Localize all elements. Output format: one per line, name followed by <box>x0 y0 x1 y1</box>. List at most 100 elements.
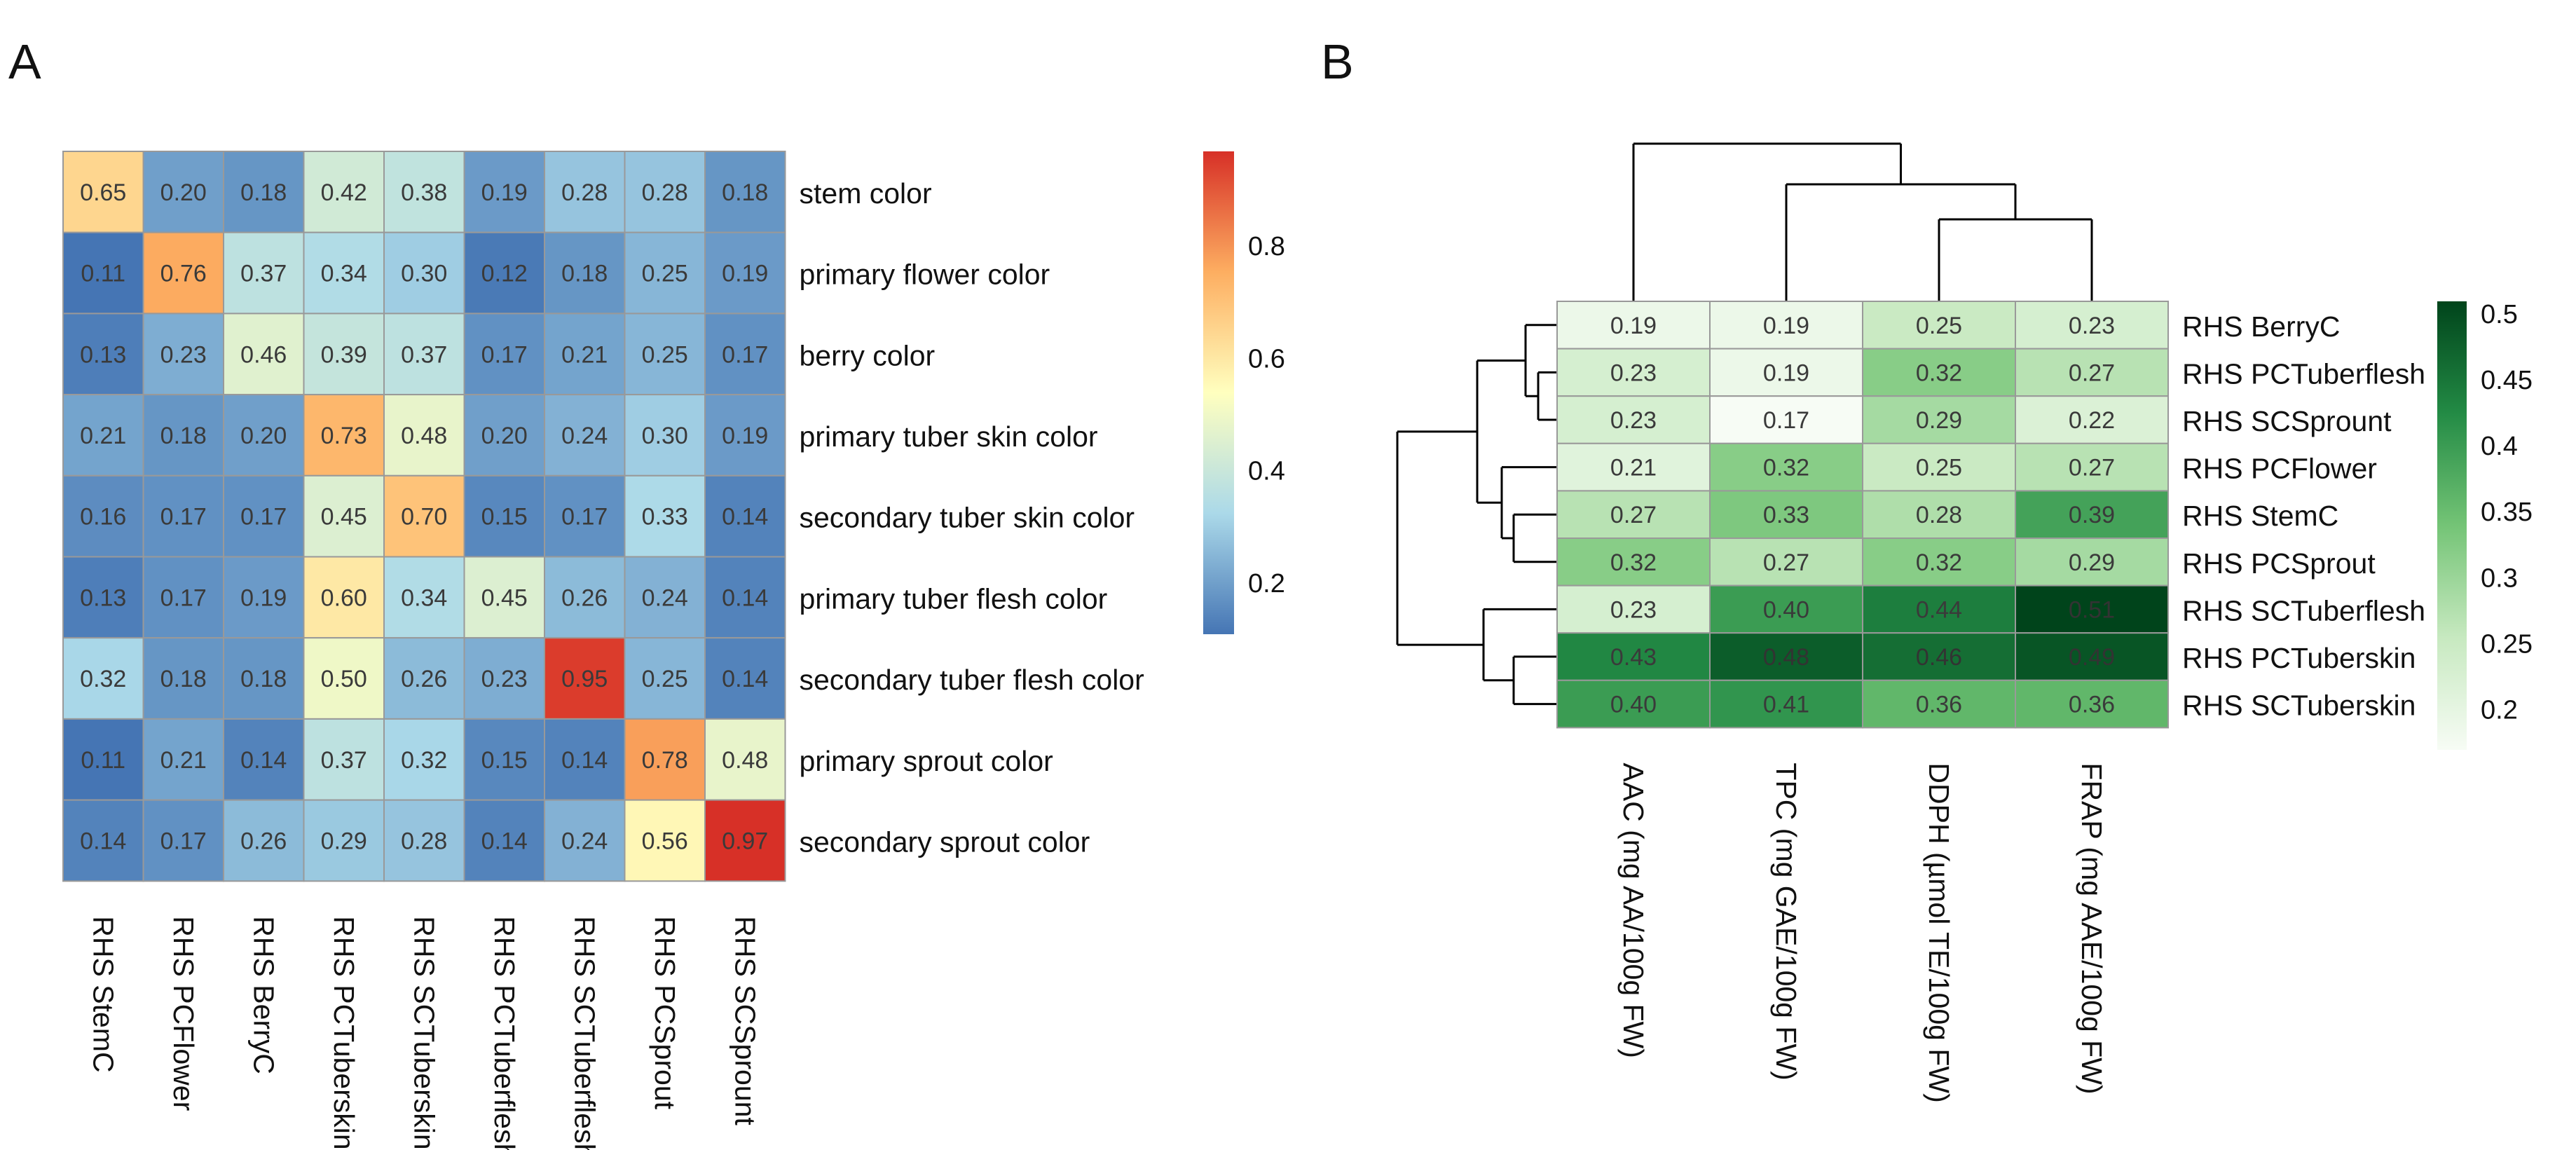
column-label-aac-mg-aa-100g-fw: AAC (mg AA/100g FW) <box>1617 762 1650 1058</box>
heatmap-cell <box>463 474 545 558</box>
cell-value-label: 0.19 <box>722 261 768 287</box>
cell-value-label: 0.32 <box>1763 455 1809 481</box>
cell-value-label: 0.13 <box>80 584 126 611</box>
cell-value-label: 0.37 <box>321 747 367 774</box>
cell-value-label: 0.19 <box>1610 313 1657 339</box>
column-label-rhs-sctuberskin: RHS SCTuberskin <box>408 916 440 1149</box>
cell-value-label: 0.46 <box>1916 644 1962 671</box>
color-scale-bar <box>1203 151 1234 634</box>
cell-value-label: 0.25 <box>642 666 688 692</box>
cell-value-label: 0.27 <box>2069 360 2115 386</box>
heatmap-cell <box>383 231 465 315</box>
heatmap-cell <box>223 474 305 558</box>
color-scale-b: 0.2 0.25 0.3 0.35 0.4 0.45 0.5 <box>2437 300 2533 750</box>
heatmap-cell <box>544 718 626 801</box>
heatmap-cell <box>62 637 144 720</box>
heatmap-cell <box>383 799 465 882</box>
cell-value-label: 0.14 <box>722 666 768 692</box>
cell-value-label: 0.78 <box>642 747 688 774</box>
heatmap-cell <box>223 231 305 315</box>
cell-value-label: 0.15 <box>481 504 528 530</box>
heatmap-cell <box>704 474 786 558</box>
cell-value-label: 0.18 <box>561 261 608 287</box>
cell-value-label: 0.56 <box>642 828 688 854</box>
heatmap-cell <box>624 151 706 233</box>
row-label-rhs-sctuberskin: RHS SCTuberskin <box>2182 690 2416 722</box>
cell-value-label: 0.46 <box>240 341 287 368</box>
heatmap-cell <box>1556 538 1711 587</box>
heatmap-cell <box>463 151 545 233</box>
row-label-rhs-pctuberskin: RHS PCTuberskin <box>2182 642 2416 674</box>
heatmap-cell <box>62 556 144 639</box>
cell-value-label: 0.34 <box>401 584 447 611</box>
heatmap-cell <box>544 474 626 558</box>
color-scale-tick: 0.8 <box>1248 232 1285 261</box>
cell-value-label: 0.14 <box>80 828 126 854</box>
cell-value-label: 0.27 <box>1610 502 1657 528</box>
heatmap-cell <box>62 313 144 396</box>
cell-value-label: 0.22 <box>2069 407 2115 434</box>
heatmap-cell <box>1709 679 1863 729</box>
cell-value-label: 0.28 <box>401 828 447 854</box>
column-label-frap-mg-aae-100g-fw: FRAP (mg AAE/100g FW) <box>2076 762 2108 1094</box>
cell-value-label: 0.44 <box>1916 596 1962 623</box>
cell-value-label: 0.23 <box>2069 313 2115 339</box>
heatmap-cell <box>704 799 786 882</box>
color-scale-tick: 0.45 <box>2481 366 2533 395</box>
color-scale-bar <box>2437 301 2467 750</box>
cell-value-label: 0.45 <box>321 504 367 530</box>
cell-value-label: 0.70 <box>401 504 447 530</box>
heatmap-cell <box>704 718 786 801</box>
heatmap-cell <box>624 231 706 315</box>
cell-value-label: 0.30 <box>401 261 447 287</box>
row-label-primary-flower-color: primary flower color <box>800 259 1050 291</box>
column-label-rhs-pctuberflesh: RHS PCTuberflesh <box>488 916 521 1150</box>
cell-value-label: 0.60 <box>321 584 367 611</box>
cell-value-label: 0.17 <box>240 504 287 530</box>
cell-value-label: 0.51 <box>2069 596 2115 623</box>
row-label-stem-color: stem color <box>800 177 932 210</box>
cell-value-label: 0.21 <box>1610 455 1657 481</box>
cell-value-label: 0.19 <box>1763 313 1809 339</box>
cell-value-label: 0.24 <box>561 828 608 854</box>
cell-value-label: 0.23 <box>1610 407 1657 434</box>
cell-value-label: 0.43 <box>1610 644 1657 671</box>
cell-value-label: 0.32 <box>80 666 126 692</box>
heatmap-cell <box>544 637 626 720</box>
cell-value-label: 0.48 <box>722 747 768 774</box>
cell-value-label: 0.34 <box>321 261 367 287</box>
cell-value-label: 0.97 <box>722 828 768 854</box>
color-scale-tick: 0.4 <box>1248 457 1285 486</box>
heatmap-cell <box>1556 679 1711 729</box>
cell-value-label: 0.32 <box>1916 360 1962 386</box>
cell-value-label: 0.26 <box>561 584 608 611</box>
heatmap-cell <box>1556 395 1711 444</box>
cell-value-label: 0.42 <box>321 179 367 206</box>
cell-value-label: 0.37 <box>240 261 287 287</box>
heatmap-cell <box>62 151 144 233</box>
column-label-rhs-pctuberskin: RHS PCTuberskin <box>328 916 360 1149</box>
row-label-rhs-stemc: RHS StemC <box>2182 500 2338 532</box>
cell-value-label: 0.28 <box>642 179 688 206</box>
cell-value-label: 0.39 <box>321 341 367 368</box>
heatmap-cell <box>463 718 545 801</box>
color-scale-tick: 0.2 <box>2481 696 2518 725</box>
heatmap-cell <box>2015 395 2169 444</box>
cell-value-label: 0.27 <box>1763 549 1809 576</box>
cell-value-label: 0.18 <box>722 179 768 206</box>
heatmap-cell <box>223 151 305 233</box>
heatmap-cell <box>383 556 465 639</box>
color-scale-tick: 0.6 <box>1248 344 1285 374</box>
cell-value-label: 0.28 <box>561 179 608 206</box>
cell-value-label: 0.29 <box>2069 549 2115 576</box>
heatmap-cell <box>142 313 224 396</box>
row-label-secondary-tuber-skin-color: secondary tuber skin color <box>800 502 1135 534</box>
row-label-primary-tuber-skin-color: primary tuber skin color <box>800 420 1098 453</box>
cell-value-label: 0.24 <box>642 584 688 611</box>
heatmap-cell <box>142 151 224 233</box>
cell-value-label: 0.17 <box>561 504 608 530</box>
row-label-secondary-tuber-flesh-color: secondary tuber flesh color <box>800 664 1144 696</box>
cell-value-label: 0.19 <box>481 179 528 206</box>
heatmap-cell <box>142 799 224 882</box>
